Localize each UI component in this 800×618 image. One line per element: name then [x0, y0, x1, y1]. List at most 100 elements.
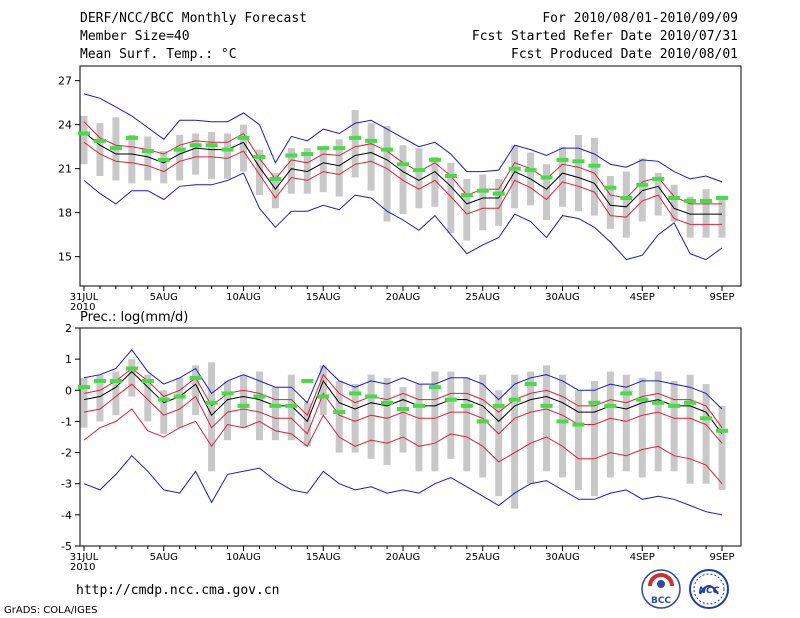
precipitation-line-upper-outer-bound [83, 348, 723, 410]
precipitation-spread-box [80, 377, 88, 428]
precipitation-spread-box [96, 374, 104, 422]
temperature-median-marker [444, 174, 457, 178]
precipitation-spread-box [351, 384, 359, 453]
footer-url[interactable]: http://cmdp.ncc.cma.gov.cn [76, 583, 280, 598]
variable-label: Mean Surf. Temp.: °C [80, 47, 237, 62]
precipitation-median-marker [381, 400, 394, 405]
precipitation-spread-box [335, 380, 343, 453]
precipitation-spread-box [511, 374, 519, 509]
temperature-spread-box [622, 171, 630, 238]
precipitation-ytick-label: 1 [65, 353, 72, 366]
temperature-median-marker [476, 188, 489, 193]
precipitation-median-marker [189, 375, 202, 380]
precipitation-xtick-label: 9SEP [709, 552, 734, 563]
precipitation-median-marker [285, 403, 298, 408]
temperature-median-marker [572, 159, 585, 164]
precipitation-median-marker [716, 428, 728, 433]
temperature-line-lower-outer-bound [83, 172, 723, 261]
temperature-spread-box [447, 162, 455, 234]
bcc-logo: BCC [641, 569, 681, 609]
precipitation-median-marker [604, 403, 617, 408]
precipitation-median-marker [444, 397, 457, 402]
temperature-xtick-label: 9SEP [709, 292, 734, 303]
precipitation-median-marker [492, 403, 505, 408]
temperature-spread-box [224, 133, 232, 179]
fcst-produced-date: Fcst Produced Date 2010/08/01 [511, 47, 738, 62]
temperature-spread-box [319, 146, 327, 193]
precipitation-spread-box [606, 371, 614, 478]
precipitation-spread-box [559, 374, 566, 478]
temperature-spread-box [128, 134, 136, 184]
temperature-spread-box [176, 134, 184, 181]
precipitation-spread-box [399, 387, 407, 453]
temperature-spread-box [463, 178, 471, 241]
temperature-median-marker [524, 168, 537, 173]
temperature-spread-box [80, 115, 88, 165]
temperature-spread-box [654, 173, 662, 216]
temperature-median-marker [221, 147, 234, 152]
temperature-median-marker [349, 135, 362, 140]
precipitation-median-marker [269, 403, 282, 408]
precipitation-ytick-label: -4 [61, 509, 72, 522]
precipitation-spread-box [574, 390, 582, 490]
temperature-median-marker [125, 135, 138, 140]
precipitation-median-marker [620, 391, 633, 396]
chart-title: DERF/NCC/BCC Monthly Forecast [80, 11, 307, 26]
temperature-frame [79, 65, 742, 287]
precipitation-line-upper-inner-bound [83, 367, 723, 428]
precipitation-ytick-label: -1 [61, 415, 72, 428]
precipitation-xtick-year: 2010 [70, 562, 95, 573]
temperature-spread-box [718, 198, 726, 238]
precipitation-median-marker [141, 378, 154, 383]
temperature-spread-box [670, 184, 678, 222]
temperature-spread-box [383, 126, 391, 222]
precipitation-spread-box [431, 371, 439, 472]
precipitation-spread-box [702, 384, 710, 484]
temperature-median-marker [269, 176, 282, 181]
temperature-median-marker [301, 152, 314, 156]
precipitation-spread-box [543, 365, 551, 472]
temperature-median-marker [365, 138, 378, 143]
fcst-started-date: Fcst Started Refer Date 2010/07/31 [471, 29, 738, 44]
precipitation-median-marker [317, 394, 330, 399]
temperature-spread-box [479, 174, 487, 231]
temperature-spread-box [192, 133, 200, 175]
precipitation-median-marker [476, 419, 489, 424]
temperature-spread-box [287, 148, 295, 194]
temperature-ytick-label: 15 [58, 251, 72, 264]
temperature-spread-box [96, 123, 104, 176]
temperature-xtick-label: 25AUG [465, 292, 500, 303]
precipitation-median-marker [540, 403, 553, 408]
forecast-period: For 2010/08/01-2010/09/09 [542, 11, 738, 26]
temperature-spread-box [271, 173, 279, 209]
precipitation-median-marker [205, 400, 218, 405]
temperature-spread-box [255, 149, 263, 196]
temperature-ytick-label: 27 [58, 75, 72, 88]
precipitation-spread-box [224, 380, 232, 441]
precipitation-line-lower-inner-bound [83, 383, 723, 444]
temperature-spread-box [702, 189, 710, 238]
precipitation-spread-box [590, 380, 598, 497]
precipitation-xtick-label: 10AUG [226, 552, 261, 563]
precipitation-median-marker [349, 391, 362, 396]
temperature-spread-box [303, 148, 311, 194]
precipitation-median-marker [365, 394, 378, 399]
precipitation-median-marker [684, 400, 697, 405]
precipitation-spread-box [319, 365, 327, 416]
precipitation-spread-box [160, 390, 168, 434]
temperature-median-marker [620, 196, 633, 200]
precipitation-median-marker [301, 378, 314, 383]
temperature-median-marker [317, 146, 330, 151]
temperature-xtick-year: 2010 [70, 302, 95, 313]
temperature-xtick-label: 30AUG [545, 292, 580, 303]
temperature-median-marker [652, 176, 665, 181]
precipitation-median-marker [109, 378, 122, 383]
precipitation-spread-box [527, 371, 535, 484]
precipitation-xtick-label: 25AUG [465, 552, 500, 563]
temperature-spread-box [415, 148, 423, 209]
temperature-median-marker [253, 154, 266, 159]
precipitation-xtick-label: 20AUG [386, 552, 421, 563]
ncc-logo: NCC [689, 569, 729, 609]
precipitation-spread-box [192, 365, 200, 416]
temperature-line-upper-outer-bound [83, 93, 723, 183]
